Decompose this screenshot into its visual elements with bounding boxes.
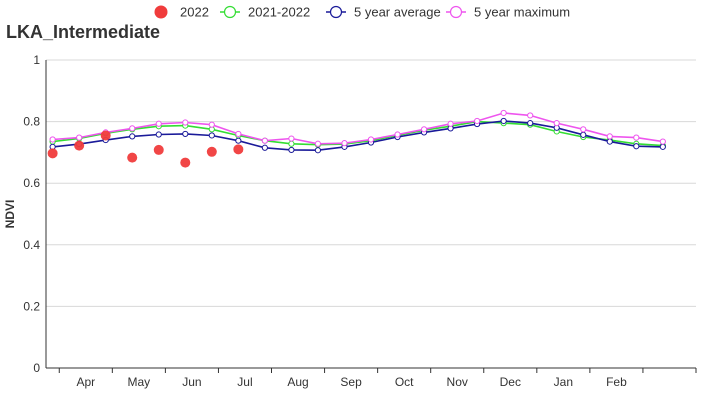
data-point bbox=[659, 138, 666, 145]
data-point bbox=[527, 120, 534, 127]
data-point bbox=[129, 133, 136, 140]
legend-item[interactable]: 2022 bbox=[154, 5, 209, 20]
data-point bbox=[580, 126, 587, 133]
legend-item[interactable]: 2021-2022 bbox=[220, 5, 310, 20]
x-tick-label: Oct bbox=[395, 375, 414, 389]
grid bbox=[46, 59, 696, 307]
data-point bbox=[288, 140, 295, 147]
legend-item[interactable]: 5 year maximum bbox=[446, 5, 570, 20]
legend-marker bbox=[329, 5, 343, 19]
data-point bbox=[155, 120, 162, 127]
data-point bbox=[235, 130, 242, 138]
data-point bbox=[47, 148, 58, 159]
legend-label: 5 year average bbox=[354, 5, 441, 20]
y-tick-label: 0.2 bbox=[23, 299, 40, 313]
y-axis-title: NDVI bbox=[3, 200, 17, 229]
data-point bbox=[155, 131, 162, 138]
data-point bbox=[49, 136, 56, 143]
data-point bbox=[580, 131, 587, 138]
data-point bbox=[208, 132, 215, 139]
data-point bbox=[182, 130, 189, 138]
axes: 0 0.2 0.4 0.6 0.8 1 Apr May Jun Jul Aug Sep Oct Nov De… bbox=[23, 53, 697, 389]
x-tick-label: Jun bbox=[182, 375, 201, 389]
data-point bbox=[208, 121, 215, 128]
data-point bbox=[180, 157, 191, 168]
data-point bbox=[235, 137, 242, 144]
legend-label: 2022 bbox=[180, 5, 209, 20]
data-point bbox=[74, 140, 85, 151]
data-point bbox=[129, 125, 136, 132]
data-point bbox=[394, 131, 401, 138]
series-3 bbox=[49, 109, 666, 147]
y-tick-label: 0.6 bbox=[23, 176, 40, 190]
data-point bbox=[233, 144, 244, 155]
data-point bbox=[288, 135, 295, 142]
series-line bbox=[52, 120, 663, 147]
data-point bbox=[527, 112, 534, 119]
data-point bbox=[553, 120, 560, 127]
data-point bbox=[500, 117, 507, 125]
chart-title: LKA_Intermediate bbox=[6, 22, 160, 42]
x-tick-label: Dec bbox=[500, 375, 521, 389]
x-tick-label: Aug bbox=[287, 375, 308, 389]
y-tick-label: 0.4 bbox=[23, 238, 40, 252]
legend-label: 2021-2022 bbox=[248, 5, 310, 20]
legend[interactable]: 2022 2021-2022 5 year average 5 year maximu… bbox=[154, 5, 571, 20]
data-point bbox=[367, 136, 375, 143]
y-tick-label: 1 bbox=[33, 53, 40, 67]
data-point bbox=[659, 143, 666, 150]
data-point bbox=[182, 119, 189, 126]
data-point bbox=[606, 133, 613, 140]
data-point bbox=[261, 144, 268, 151]
y-tick-label: 0 bbox=[33, 361, 40, 375]
x-tick-label: Sep bbox=[340, 375, 362, 389]
data-point bbox=[447, 120, 454, 127]
x-tick-label: Feb bbox=[606, 375, 627, 389]
x-tick-label: May bbox=[128, 375, 151, 389]
data-point bbox=[420, 126, 428, 133]
data-point bbox=[633, 134, 640, 141]
legend-label: 5 year maximum bbox=[474, 5, 570, 20]
series-line bbox=[52, 112, 663, 145]
data-point bbox=[127, 152, 138, 163]
data-point bbox=[500, 109, 507, 117]
legend-marker bbox=[449, 5, 463, 19]
data-point bbox=[314, 147, 322, 154]
data-point bbox=[261, 137, 268, 144]
series-1 bbox=[49, 118, 666, 149]
x-tick-label: Jan bbox=[554, 375, 573, 389]
data-point bbox=[314, 140, 322, 147]
series-2 bbox=[49, 117, 666, 154]
y-tick-label: 0.8 bbox=[23, 115, 40, 129]
series-layer bbox=[47, 109, 666, 168]
data-point bbox=[474, 117, 481, 125]
data-point bbox=[288, 146, 295, 154]
x-tick-label: Nov bbox=[447, 375, 468, 389]
series-line bbox=[52, 120, 663, 152]
x-tick-label: Apr bbox=[76, 375, 95, 389]
data-point bbox=[341, 140, 348, 147]
legend-item[interactable]: 5 year average bbox=[326, 5, 441, 20]
data-point bbox=[606, 138, 613, 145]
data-point bbox=[76, 134, 83, 141]
data-point bbox=[100, 130, 111, 141]
x-tick-label: Jul bbox=[237, 375, 252, 389]
series-0 bbox=[47, 130, 244, 168]
data-point bbox=[153, 144, 164, 155]
legend-marker bbox=[154, 5, 168, 19]
data-point bbox=[206, 146, 217, 157]
data-point bbox=[633, 143, 640, 150]
legend-marker bbox=[223, 5, 237, 19]
